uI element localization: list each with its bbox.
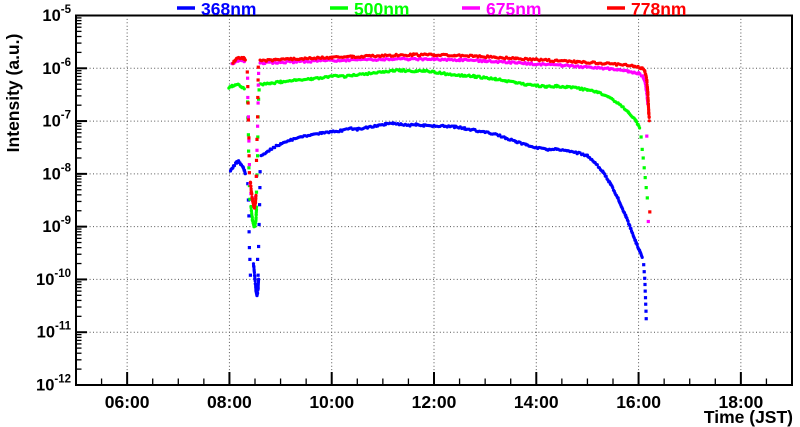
series-500nm [227,68,649,229]
x-tick-label: 06:00 [105,392,150,412]
gridlines [76,15,792,385]
legend-item-500nm: 500nm [330,0,409,19]
x-axis: 06:00 08:00 10:00 12:00 14:00 16:00 18:00 [100,372,768,412]
y-tick-label: 10-10 [36,268,71,289]
legend-label: 778nm [631,0,686,19]
y-axis-title: Intensity (a.u.) [3,34,23,153]
y-tick-label: 10-7 [42,110,71,131]
legend-item-778nm: 778nm [607,0,686,19]
legend: 368nm 500nm 675nm 778nm [177,0,686,19]
y-axis: 10-5 10-6 10-7 10-8 10-9 10-10 10-11 10-12 [36,4,87,395]
series-675nm [230,56,650,224]
legend-label: 675nm [486,0,541,19]
y-tick-label: 10-9 [42,215,71,236]
x-tick-label: 18:00 [718,392,763,412]
y-tick-label: 10-12 [36,374,71,395]
y-tick-label: 10-5 [42,4,71,25]
x-tick-label: 10:00 [309,392,354,412]
legend-label: 368nm [201,0,256,19]
legend-item-675nm: 675nm [462,0,541,19]
data-series [227,52,652,321]
series-778nm [231,52,652,214]
series-368nm [228,121,648,321]
x-axis-title: Time (JST) [704,407,793,427]
y-tick-label: 10-8 [42,162,71,183]
y-tick-label: 10-11 [37,321,72,342]
x-tick-label: 12:00 [412,392,457,412]
legend-label: 500nm [354,0,409,19]
x-tick-label: 16:00 [616,392,661,412]
y-tick-label: 10-6 [42,57,71,78]
x-tick-label: 14:00 [514,392,559,412]
x-tick-label: 08:00 [207,392,252,412]
legend-item-368nm: 368nm [177,0,256,19]
